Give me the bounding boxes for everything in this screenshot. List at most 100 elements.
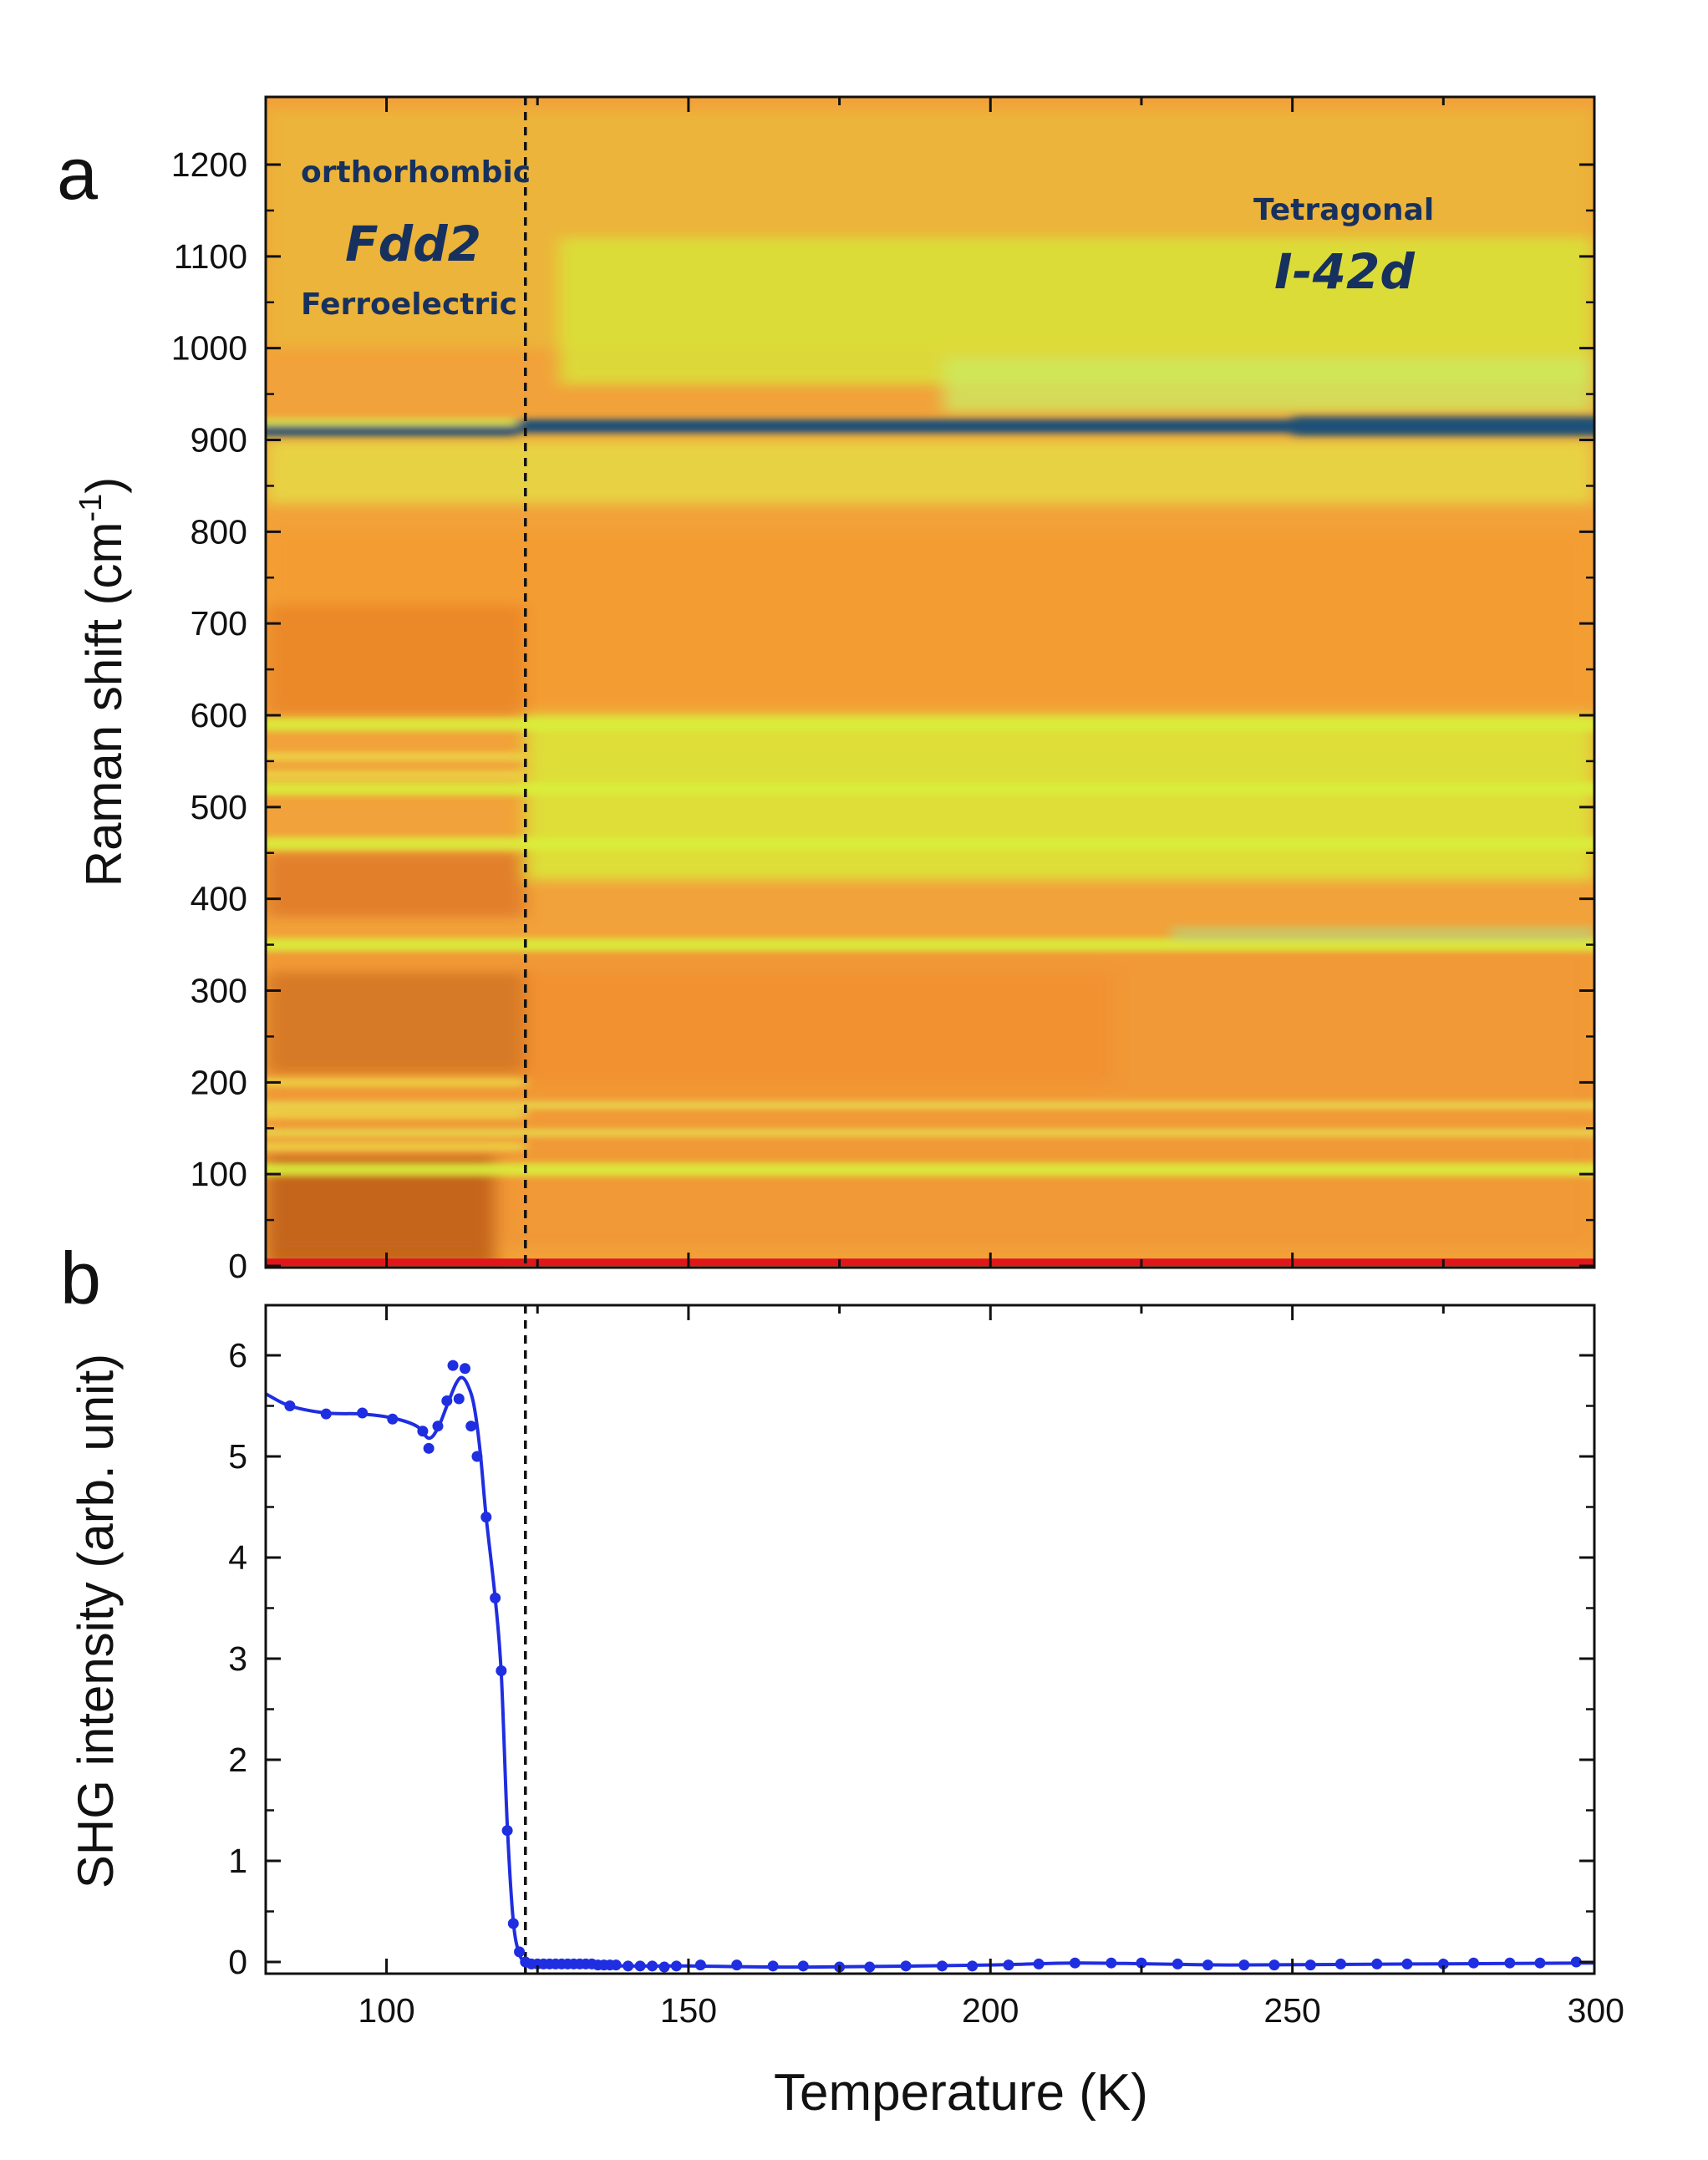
y-tick-label: 500: [191, 788, 247, 826]
x-tick-label: 100: [358, 1991, 414, 2030]
shg-x-tick-labels: 100 150 200 250 300: [358, 1991, 1624, 2030]
y-tick-label: 200: [191, 1063, 247, 1101]
y-tick-label: 1200: [171, 145, 247, 184]
phase-left-top-label: orthorhombic: [301, 155, 531, 190]
shg-data-point: [623, 1960, 634, 1972]
ylabel-superscript: -1: [74, 494, 109, 522]
shg-data-point: [501, 1825, 513, 1837]
shg-data-point: [1136, 1957, 1147, 1969]
shg-data-point: [647, 1960, 658, 1972]
y-tick-label: 400: [191, 880, 247, 918]
phase-left-bottom-label: Ferroelectric: [301, 287, 517, 322]
panel-a-letter: a: [57, 132, 98, 215]
shg-data-point: [864, 1961, 876, 1973]
shg-data-point: [1202, 1959, 1213, 1971]
shg-data-point: [1268, 1959, 1280, 1971]
raman-band-wide: [1292, 416, 1594, 437]
shg-data-point: [1437, 1958, 1449, 1969]
raman-band: [266, 1101, 1594, 1110]
heatmap-image: [266, 97, 1594, 1268]
shg-data-point: [694, 1959, 706, 1971]
raman-band: [266, 717, 1594, 731]
shg-data-point: [496, 1665, 507, 1677]
region-right-orange-250: [525, 972, 1111, 1083]
ylabel-close: ): [76, 477, 132, 494]
x-tick-label: 300: [1568, 1991, 1624, 2030]
shg-data-point: [490, 1592, 501, 1603]
raman-band-mask: [266, 418, 517, 427]
y-tick-label: 2: [228, 1741, 247, 1779]
heatmap-bands: [266, 416, 1594, 1177]
y-tick-label: 700: [191, 604, 247, 643]
region-below-peak-yellow: [266, 440, 1594, 505]
x-axis-title: Temperature (K): [774, 2064, 1148, 2122]
shg-y-axis-title: SHG intensity (arb. unit): [68, 1354, 124, 1888]
shg-data-point: [453, 1393, 465, 1405]
shg-data-point: [1304, 1959, 1316, 1971]
y-tick-label: 1000: [171, 329, 247, 368]
phase-left-group-label: Fdd2: [345, 216, 481, 272]
heatmap-panel: 0 100 200 300 400 500 600 700 800 900 1000 1100 1200…: [74, 95, 1596, 1285]
heatmap-regions: [266, 109, 1594, 1266]
shg-data-point: [1401, 1958, 1413, 1969]
shg-fit-line: [266, 1375, 1594, 1969]
region-dark-left-420: [266, 852, 526, 917]
shg-data-point: [471, 1451, 483, 1462]
shg-data-point: [1334, 1958, 1346, 1969]
x-tick-label: 200: [962, 1991, 1019, 2030]
x-tick-label: 250: [1263, 1991, 1320, 2030]
y-tick-label: 1: [228, 1842, 247, 1880]
y-tick-label: 3: [228, 1639, 247, 1678]
raman-band-tint: [1172, 926, 1594, 942]
shg-data-point: [670, 1960, 682, 1972]
raman-band-split: [266, 1078, 526, 1087]
shg-data-point: [1467, 1957, 1479, 1969]
shg-data-point: [658, 1961, 670, 1973]
shg-data-point: [797, 1960, 809, 1972]
shg-data-point: [284, 1400, 296, 1411]
shg-data-point: [507, 1918, 519, 1929]
y-tick-label: 0: [228, 1943, 247, 1981]
ylabel-main: Raman shift (cm: [76, 522, 132, 887]
y-tick-label: 1100: [174, 237, 247, 276]
shg-data-point: [634, 1960, 646, 1972]
phase-right-group-label: I-42d: [1274, 243, 1415, 300]
y-tick-label: 100: [191, 1155, 247, 1193]
x-tick-label: 150: [660, 1991, 717, 2030]
heatmap-frame: [264, 95, 1596, 1269]
y-tick-label: 4: [228, 1538, 247, 1577]
y-tick-label: 0: [228, 1247, 247, 1285]
shg-ticks: [266, 1305, 1596, 1974]
shg-data-point: [432, 1421, 444, 1432]
raman-band: [266, 781, 1594, 795]
shg-frame: [264, 1304, 1596, 1975]
shg-data-point: [967, 1960, 979, 1972]
shg-data-point: [357, 1407, 369, 1419]
shg-data-point: [1534, 1957, 1546, 1969]
region-dark-left-650: [266, 605, 526, 715]
region-right-yellow-mid: [525, 715, 1594, 881]
y-tick-label: 6: [228, 1336, 247, 1375]
shg-data-point: [447, 1360, 459, 1371]
shg-data-point: [1238, 1959, 1250, 1971]
shg-data-point: [423, 1442, 435, 1454]
y-tick-label: 800: [191, 512, 247, 551]
raman-band: [266, 1129, 1594, 1137]
shg-data-point: [767, 1960, 779, 1972]
shg-data-point: [1106, 1957, 1117, 1969]
y-tick-label: 600: [191, 696, 247, 734]
shg-data-points: [284, 1360, 1582, 1973]
shg-data-point: [387, 1413, 399, 1425]
region-dark-left-300: [266, 972, 526, 1074]
shg-data-point: [610, 1959, 622, 1971]
y-tick-label: 900: [191, 421, 247, 460]
raman-band-low-t: [266, 428, 517, 437]
baseline-red: [266, 1258, 1594, 1267]
raman-band: [266, 938, 1594, 952]
shg-data-point: [1069, 1957, 1080, 1969]
raman-band-split: [266, 1110, 526, 1119]
phase-right-top-label: Tetragonal: [1253, 193, 1434, 227]
shg-data-point: [514, 1946, 526, 1958]
shg-data-point: [731, 1959, 743, 1971]
shg-data-point: [465, 1421, 477, 1432]
